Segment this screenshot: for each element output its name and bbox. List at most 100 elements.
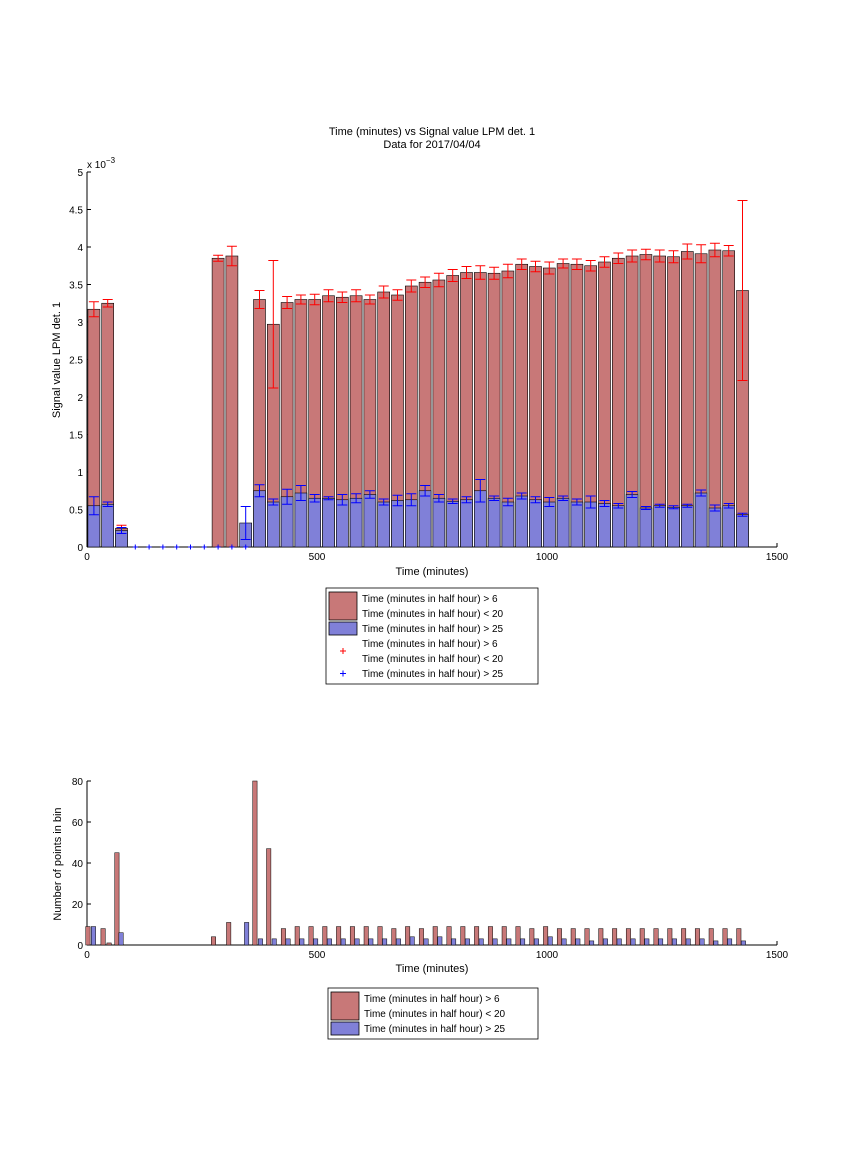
chart2-bar [529,928,535,946]
chart1-bar [487,497,501,548]
chart2-bar [506,938,512,946]
chart1-exponent-base: x 10 [87,160,106,171]
chart1-legend-label: Time (minutes in half hour) < 20 [362,609,504,620]
chart1-bar [501,501,515,548]
chart2-bar [740,940,746,946]
chart2-bar [226,922,232,946]
chart2-legend-patch [330,991,360,1021]
chart1-bar [653,255,667,548]
chart1-bar [460,499,473,548]
chart2-bar [460,926,466,946]
chart1-y-tick-label: 1 [77,468,83,479]
chart2-bar [533,938,539,946]
chart1-y-tick-label: 4 [77,243,83,254]
chart1-x-tick-label: 1000 [536,552,559,563]
chart2-bar [644,938,650,946]
chart2-bar [418,928,424,946]
chart2-y-tick-label: 40 [72,859,84,870]
chart1-bar [653,505,667,548]
chart1-bar [391,500,404,548]
chart1-bar [349,497,363,548]
chart1-bar [667,256,680,548]
chart1-bar [335,499,349,548]
chart1-bar [570,501,584,548]
chart2-bar [667,928,673,946]
chart1-bar [680,505,694,548]
chart1-series-1 [87,479,749,548]
chart2-bar [520,938,526,946]
chart2-bar [423,938,429,946]
chart1-legend-box [325,587,539,685]
chart2-bar [598,928,604,946]
chart1-bar [446,500,460,548]
chart1-exponent-label: x 10−3 [87,156,116,171]
chart2-bar [299,938,305,946]
chart2-legend-label: Time (minutes in half hour) < 20 [364,1009,506,1020]
chart1-bar [225,255,239,548]
chart2-legend-box [327,987,539,1040]
chart2-legend: Time (minutes in half hour) > 6 Time (min… [327,987,539,1040]
chart2-y-tick-label: 60 [72,818,84,829]
chart2-bar [211,936,216,946]
chart1-bar [694,492,708,548]
chart1-series-0 [87,200,749,548]
chart2-bar [671,938,677,946]
chart2-bar [722,928,728,946]
chart2-bar [336,926,342,946]
chart1-bar [584,501,598,548]
chart2-bar [699,938,705,946]
chart1-bar [708,507,722,548]
chart1-bar [432,497,446,548]
chart1-x-axis-label: Time (minutes) [396,566,469,578]
chart2-bar [437,936,443,946]
chart1-exponent-power: −3 [106,156,116,165]
chart2-bar [266,848,272,946]
chart1-bar [101,503,114,548]
chart2-bar [382,938,388,946]
chart2-bar [252,780,258,946]
chart2-bar [409,936,415,946]
chart2-bar [322,926,328,946]
chart1-legend-label: Time (minutes in half hour) < 20 [362,654,504,665]
chart2-bar [736,928,742,946]
chart1-legend-label: Time (minutes in half hour) > 6 [362,639,498,650]
chart2-y-tick-label: 0 [77,941,83,952]
chart2-bar [474,926,480,946]
chart2-bar [391,928,397,946]
chart1-bar [266,501,280,548]
chart1-bar [708,249,722,548]
chart2-bar [90,926,96,946]
chart1-x-tick-label: 0 [84,552,90,563]
chart1-bar [736,514,749,548]
chart1-bar [404,499,418,548]
chart1-y-tick-label: 5 [77,168,83,179]
chart1-bar [322,497,335,548]
chart1-legend: Time (minutes in half hour) > 6 Time (min… [325,587,539,685]
chart1-y-tick-label: 2.5 [69,356,83,367]
chart1-bar [542,501,556,548]
chart2-bar [280,928,286,946]
chart2-bar [432,926,438,946]
chart1-bar [308,497,322,548]
chart2-bar [501,926,507,946]
chart2-series-1 [90,922,746,946]
chart1-legend-label: Time (minutes in half hour) > 25 [362,624,504,635]
chart1-y-tick-label: 2 [77,393,83,404]
chart2-bar [405,926,411,946]
chart2-x-tick-label: 0 [84,950,90,961]
chart2-bar [313,938,319,946]
chart1-x-tick-label: 500 [309,552,326,563]
chart2-bar [464,938,470,946]
chart1-x-tick-label: 1500 [766,552,789,563]
chart1-bar [639,254,653,548]
chart2-legend-label: Time (minutes in half hour) > 25 [364,1024,506,1035]
chart2-bar [561,938,567,946]
chart2-bar [658,938,664,946]
chart2-bar [308,926,314,946]
chart2-bar [100,928,106,946]
chart1-y-axis-label: Signal value LPM det. 1 [51,302,63,418]
chart1-bar [625,494,639,548]
chart1-bar [598,503,611,548]
chart2-bar [368,938,374,946]
